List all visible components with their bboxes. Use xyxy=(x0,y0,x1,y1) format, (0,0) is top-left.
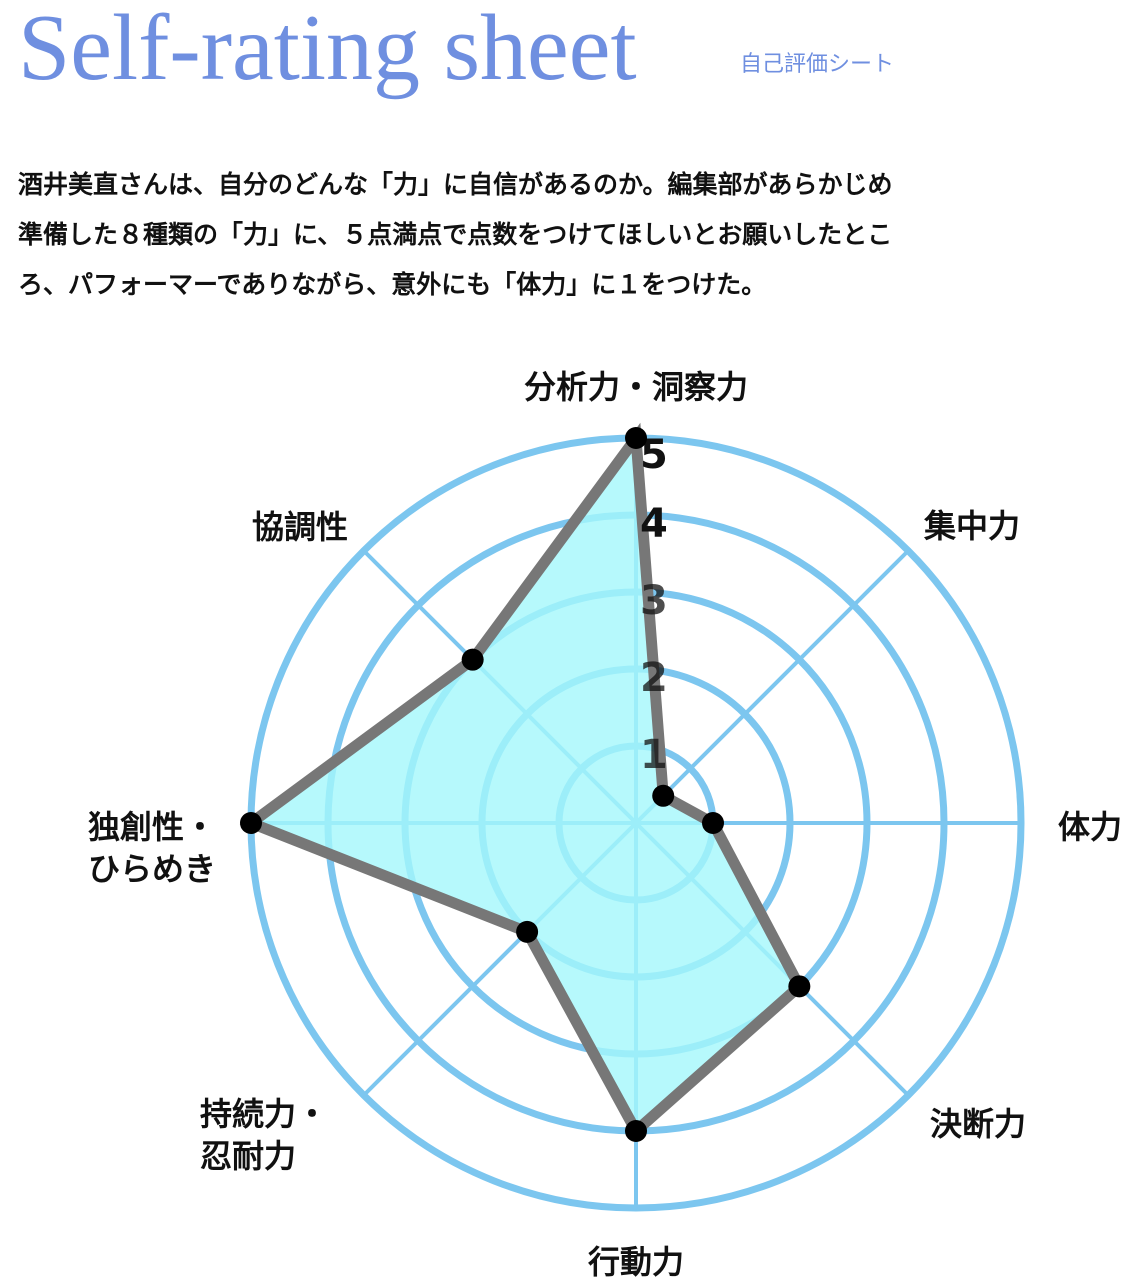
radar-spoke xyxy=(634,549,910,825)
tick-label: 3 xyxy=(640,578,668,624)
intro-line: 酒井美直さんは、自分のどんな「力」に自信があるのか。編集部があらかじめ xyxy=(18,170,893,199)
data-point xyxy=(461,648,484,671)
axis-label: 独創性・ xyxy=(88,808,216,846)
data-point xyxy=(788,975,811,998)
page-title: Self-rating sheet xyxy=(18,0,637,100)
axis-label: 決断力 xyxy=(930,1105,1026,1143)
intro-paragraph: 酒井美直さんは、自分のどんな「力」に自信があるのか。編集部があらかじめ 準備した… xyxy=(18,160,1118,310)
axis-label: 忍耐力 xyxy=(200,1137,296,1175)
intro-line: ろ、パフォーマーでありながら、意外にも「体力」に１をつけた。 xyxy=(18,270,767,299)
axis-label: 集中力 xyxy=(923,507,1020,545)
data-point xyxy=(516,920,539,943)
axis-label: 分析力・洞察力 xyxy=(524,368,748,406)
page-subtitle: 自己評価シート xyxy=(740,52,895,77)
axis-label: 体力 xyxy=(1058,808,1122,846)
axis-label: ひらめき xyxy=(88,850,216,888)
axis-label: 協調性 xyxy=(252,508,348,546)
tick-label: 1 xyxy=(640,732,668,778)
axis-label: 持続力・ xyxy=(200,1095,328,1133)
data-point xyxy=(625,427,647,449)
data-point xyxy=(240,812,262,834)
intro-line: 準備した８種類の「力」に、５点満点で点数をつけてほしいとお願いしたとこ xyxy=(18,220,893,249)
header: Self-rating sheet 自己評価シート xyxy=(18,0,1118,120)
tick-label: 2 xyxy=(640,655,668,701)
data-point xyxy=(625,1120,647,1142)
data-point xyxy=(652,784,675,807)
data-point xyxy=(702,812,724,834)
axis-label: 行動力 xyxy=(588,1243,684,1281)
tick-label: 4 xyxy=(640,501,668,547)
